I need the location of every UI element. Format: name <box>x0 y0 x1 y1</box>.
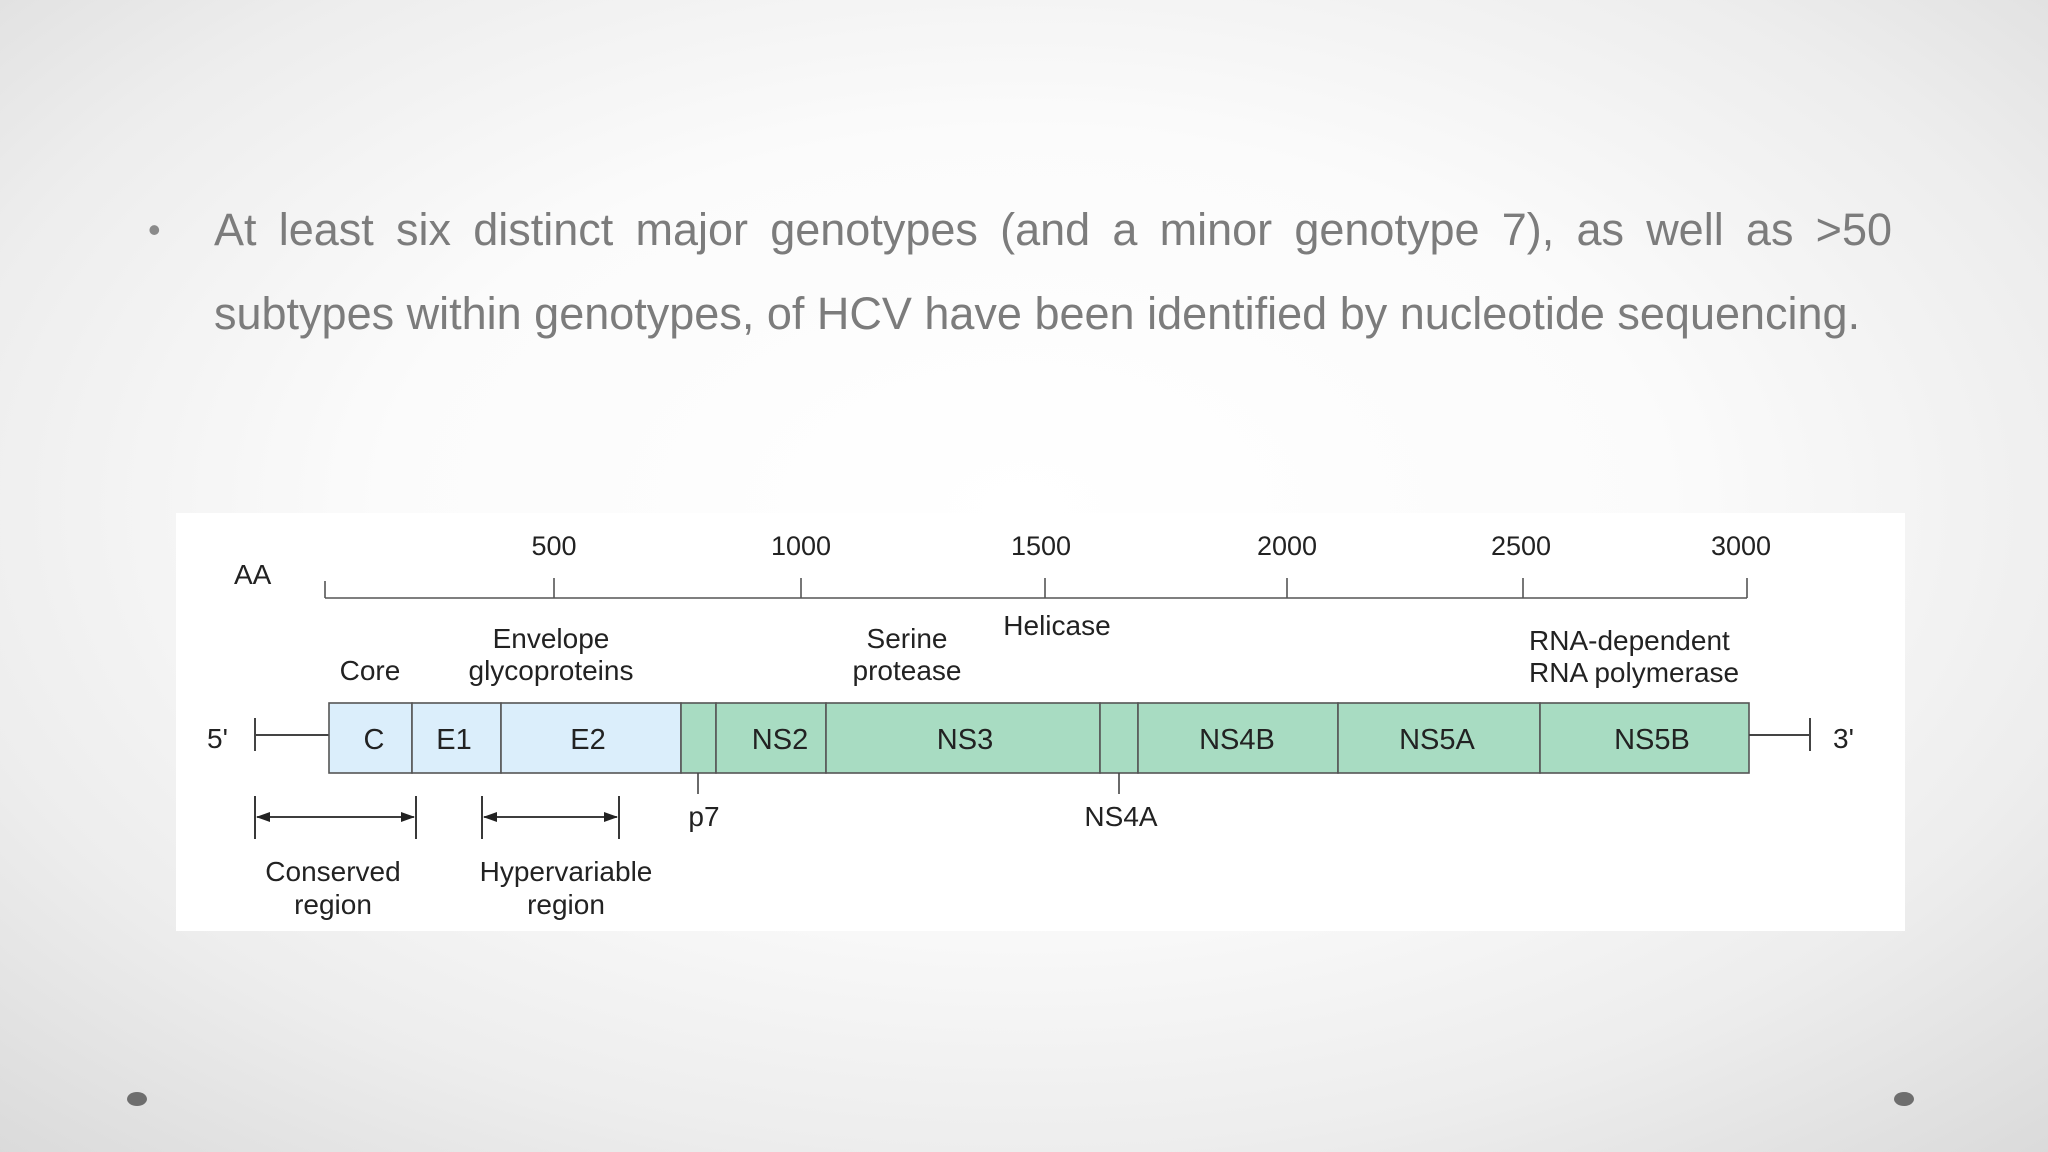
five-prime-label: 5' <box>207 723 228 754</box>
axis-tick-label: 3000 <box>1711 531 1771 561</box>
label-ns4a: NS4A <box>1084 801 1157 832</box>
segment-ns4b <box>1137 702 1339 774</box>
segment-ns5a <box>1337 702 1541 774</box>
label-glycoproteins: glycoproteins <box>469 655 634 686</box>
segment-ns5b <box>1539 702 1750 774</box>
segment-label-ns5b: NS5B <box>1614 724 1690 756</box>
label-core: Core <box>340 655 401 686</box>
segment-ns4a <box>1099 702 1139 774</box>
axis-tick-label: 500 <box>531 531 576 561</box>
segment-c <box>328 702 413 774</box>
label-envelope: Envelope <box>493 623 610 654</box>
bullet-text: At least six distinct major genotypes (a… <box>214 204 1892 339</box>
axis-tick-label: 2000 <box>1257 531 1317 561</box>
label-rna-dependent: RNA-dependent <box>1529 625 1730 656</box>
three-prime-label: 3' <box>1833 723 1854 754</box>
label-serine: Serine <box>867 623 948 654</box>
segment-label-ns5a: NS5A <box>1399 724 1475 756</box>
hcv-genome-figure: AA 500 1000 1500 2000 2500 3000 Core Env… <box>176 513 1905 931</box>
segment-label-ns4b: NS4B <box>1199 724 1275 756</box>
label-protease: protease <box>853 655 962 686</box>
segment-ns3 <box>825 702 1101 774</box>
axis-tick-label: 1000 <box>771 531 831 561</box>
label-p7: p7 <box>688 801 719 832</box>
segment-e2 <box>500 702 682 774</box>
segment-label-e1: E1 <box>436 724 471 756</box>
segment-label-c: C <box>364 724 385 756</box>
segment-label-ns2: NS2 <box>752 724 808 756</box>
label-hypervariable-region: region <box>527 889 605 920</box>
label-helicase: Helicase <box>1003 610 1110 641</box>
segment-p7 <box>680 702 717 774</box>
hcv-genome-diagram: AA 500 1000 1500 2000 2500 3000 Core Env… <box>207 531 1854 920</box>
axis-tick-label: 2500 <box>1491 531 1551 561</box>
bottom-left-dot <box>127 1092 147 1106</box>
segment-label-ns3: NS3 <box>937 724 993 756</box>
bullet-marker: • <box>148 209 161 250</box>
axis-tick-label: 1500 <box>1011 531 1071 561</box>
label-hypervariable: Hypervariable <box>480 856 653 887</box>
axis-label-aa: AA <box>234 559 272 590</box>
bottom-right-dot <box>1894 1092 1914 1106</box>
label-conserved-region: region <box>294 889 372 920</box>
label-conserved: Conserved <box>265 856 400 887</box>
segment-ns2 <box>715 702 827 774</box>
segment-label-e2: E2 <box>570 724 605 756</box>
label-rna-polymerase: RNA polymerase <box>1529 657 1739 688</box>
segment-e1 <box>411 702 502 774</box>
